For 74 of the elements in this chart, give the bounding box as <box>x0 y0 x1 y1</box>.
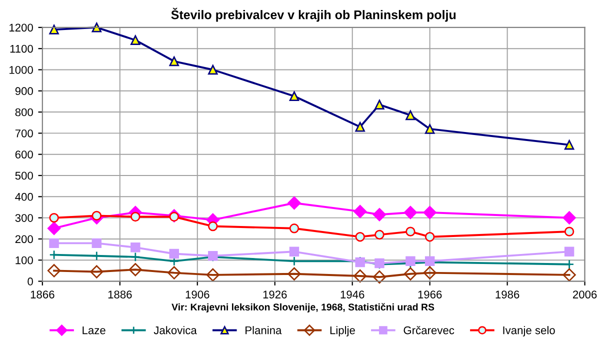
point <box>169 56 179 66</box>
point <box>288 267 301 280</box>
legend-label: Liplje <box>330 326 355 336</box>
point <box>562 211 576 224</box>
x-tick-label: 1906 <box>186 290 210 298</box>
y-tick-label: 300 <box>15 214 33 222</box>
point <box>564 140 574 150</box>
point <box>130 35 140 45</box>
point <box>168 266 181 280</box>
y-tick-label: 900 <box>15 87 33 96</box>
point <box>355 232 365 242</box>
point <box>130 212 140 222</box>
point <box>404 267 418 280</box>
y-tick-label: 600 <box>15 150 33 158</box>
point <box>404 206 418 220</box>
point <box>423 266 436 280</box>
point <box>406 226 416 236</box>
point <box>92 238 102 248</box>
point <box>289 246 300 257</box>
legend-label: Grčarevec <box>404 326 454 334</box>
point <box>564 246 574 257</box>
x-tick-label: 1946 <box>340 290 364 298</box>
y-tick-label: 200 <box>15 235 33 244</box>
legend-label: Laze <box>82 326 106 334</box>
chart-title: Število prebivalcev v krajih ob Planinskem polju <box>171 8 456 22</box>
point <box>49 24 59 34</box>
x-tick-label: 1886 <box>108 290 132 298</box>
point <box>47 264 61 278</box>
y-tick-label: 100 <box>16 256 33 264</box>
point <box>288 196 301 210</box>
x-tick-label: 1986 <box>496 290 520 298</box>
point <box>406 110 416 120</box>
y-tick-label: 0 <box>28 278 33 286</box>
point <box>374 100 384 110</box>
point <box>354 269 367 283</box>
point <box>128 263 142 276</box>
legend-label: Jakovica <box>154 326 197 334</box>
text: Vir: Krajevni leksikon Slovenije, 1968, Statistični urad RS <box>172 303 434 312</box>
x-tick-label: 1966 <box>418 290 442 298</box>
point <box>47 222 61 235</box>
point <box>289 224 300 234</box>
y-tick-label: 1000 <box>10 66 33 74</box>
point <box>354 204 367 218</box>
point <box>49 238 59 248</box>
x-tick-label: 1926 <box>263 290 287 298</box>
point <box>372 270 386 284</box>
point <box>130 252 140 262</box>
point <box>206 268 220 282</box>
point <box>424 124 435 134</box>
point <box>564 226 574 236</box>
point <box>208 64 218 75</box>
legend-label: Planina <box>246 326 282 334</box>
point <box>355 122 365 132</box>
y-tick-label: 700 <box>15 129 33 138</box>
point <box>92 22 102 32</box>
y-tick-label: 500 <box>15 172 33 180</box>
point <box>208 221 218 232</box>
point <box>372 208 386 222</box>
y-tick-label: 1100 <box>10 44 33 53</box>
y-tick-label: 800 <box>15 108 33 116</box>
point <box>90 265 104 278</box>
point <box>289 91 300 102</box>
point <box>130 242 140 252</box>
y-tick-label: 1200 <box>10 24 33 32</box>
x-tick-label: 2006 <box>572 290 597 298</box>
x-tick-label: 1866 <box>30 290 54 298</box>
y-tick-label: 400 <box>15 192 33 201</box>
legend-label: Ivanje selo <box>503 326 555 336</box>
point <box>423 206 436 220</box>
point <box>169 248 179 259</box>
point <box>424 232 435 242</box>
point <box>49 212 59 223</box>
point <box>374 230 384 240</box>
point <box>562 268 576 282</box>
